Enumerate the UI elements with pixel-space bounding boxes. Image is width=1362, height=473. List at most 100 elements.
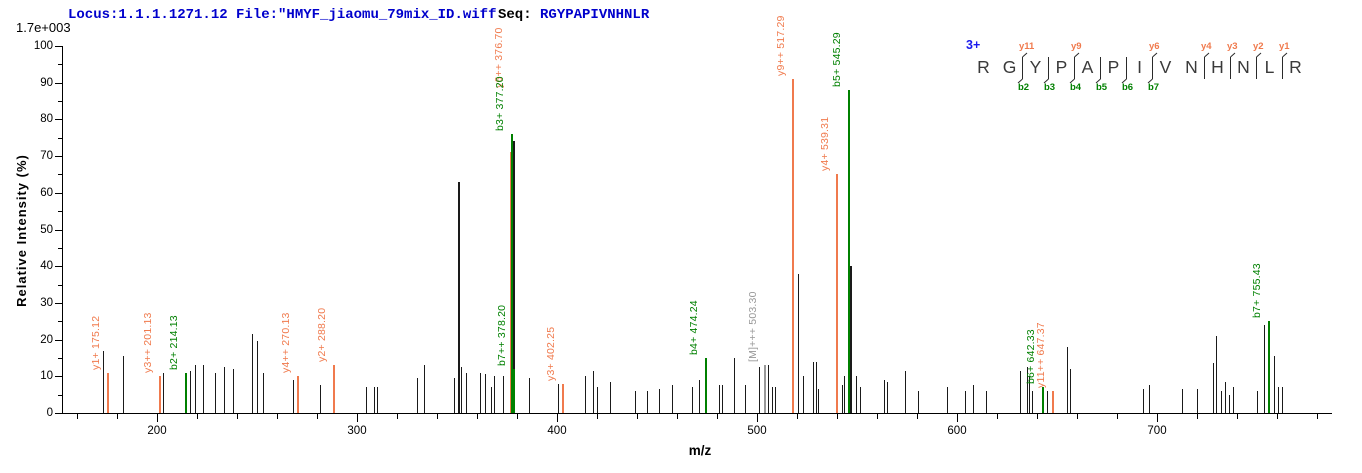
cleavage-mark-icon — [1230, 52, 1236, 79]
x-tick — [1237, 414, 1238, 419]
residue-letter: N — [1185, 57, 1198, 77]
x-tick — [197, 414, 198, 419]
peak-label-y-ions: y2+ 288.20 — [316, 308, 328, 363]
residue-letter: V — [1159, 57, 1172, 77]
b-ion-mark-label: b3 — [1044, 82, 1056, 93]
peak-line-unassigned — [1278, 387, 1279, 413]
peak-line-unassigned — [1149, 385, 1150, 413]
y-tick — [55, 82, 62, 84]
cleavage-gap: y6 b7 — [1147, 41, 1160, 93]
y-tick — [55, 302, 62, 304]
peak-label-y-ions: y3+ 402.25 — [545, 326, 557, 381]
peak-label-precursor: [M]+++ 503.30 — [747, 291, 759, 363]
residue-letter: H — [1211, 57, 1224, 77]
peak-label-y-ions: y1+ 175.12 — [90, 315, 102, 370]
x-tick-label: 600 — [947, 425, 967, 437]
y-ion-mark-label: y3 — [1227, 41, 1238, 52]
peak-line-unassigned — [293, 379, 294, 413]
y-tick-label: 80 — [40, 113, 53, 126]
peak-line-unassigned — [659, 389, 660, 413]
peak-line-unassigned — [842, 385, 843, 413]
peak-line-unassigned — [585, 376, 586, 413]
peak-line-unassigned — [485, 374, 486, 413]
cleavage-gap: b6 — [1121, 54, 1133, 93]
x-tick — [517, 414, 518, 419]
peak-line-unassigned — [320, 385, 321, 413]
peak-line-b-ions — [513, 368, 515, 413]
peak-line-y-ions — [297, 376, 299, 413]
cleavage-gap: y2 — [1251, 41, 1264, 80]
peak-line-unassigned — [759, 367, 760, 413]
peak-line-unassigned — [417, 378, 418, 413]
peak-line-unassigned — [123, 356, 124, 413]
x-tick — [637, 414, 638, 419]
x-tick — [877, 414, 878, 419]
y-tick — [55, 229, 62, 231]
peak-line-b-ions — [185, 372, 187, 413]
cleavage-gap: y9 b4 — [1069, 41, 1082, 93]
x-tick-label: 400 — [547, 425, 567, 437]
residue-letter: Y — [1029, 57, 1042, 77]
x-tick — [397, 414, 398, 419]
peak-line-unassigned — [215, 372, 216, 413]
residue-letter: R — [1289, 57, 1302, 77]
b-ion-mark-label: b6 — [1122, 82, 1134, 93]
peak-line-unassigned — [1257, 390, 1258, 413]
peak-line-unassigned — [224, 367, 225, 413]
peak-line-unassigned — [597, 387, 598, 413]
x-tick — [237, 414, 238, 419]
cleavage-gap — [1173, 54, 1184, 80]
peak-line-unassigned — [1027, 367, 1028, 413]
x-tick — [917, 414, 918, 419]
x-tick — [477, 414, 478, 419]
x-tick — [1037, 414, 1038, 419]
y-ion-mark-label: y2 — [1253, 41, 1264, 52]
sequence-header: Seq: RGYPAPIVNHNLR — [498, 7, 650, 24]
x-tick — [797, 414, 798, 419]
peak-line-unassigned — [768, 365, 769, 413]
y-tick — [58, 247, 62, 249]
precursor-charge-label: 3+ — [966, 38, 981, 52]
x-tick-label: 300 — [347, 425, 367, 437]
peak-line-unassigned — [860, 387, 861, 413]
peak-line-unassigned — [1225, 381, 1226, 413]
peak-line-unassigned — [1070, 368, 1071, 413]
peak-line-unassigned — [973, 385, 974, 413]
residue-letter: P — [1055, 57, 1068, 77]
y-tick-label: 0 — [46, 407, 53, 419]
peak-line-unassigned — [233, 368, 234, 413]
peak-line-b-ions — [705, 357, 707, 413]
x-tick — [1277, 414, 1278, 419]
residue-letter: R — [977, 57, 990, 77]
peak-label-y-ions: y3++ 201.13 — [142, 312, 154, 374]
y-tick — [58, 357, 62, 359]
y-tick — [58, 284, 62, 286]
peak-line-unassigned — [803, 376, 804, 413]
x-tick — [357, 414, 358, 422]
cleavage-gap: y1 — [1277, 41, 1290, 80]
peak-line-unassigned — [816, 361, 817, 413]
peak-line-unassigned — [772, 387, 773, 413]
peak-line-unassigned — [1233, 387, 1234, 413]
y-tick — [55, 46, 62, 47]
y-tick-label: 10 — [40, 370, 53, 383]
cleavage-mark-icon — [1147, 52, 1158, 84]
cleavage-gap: y4 — [1199, 41, 1212, 80]
peak-line-b-ions — [1042, 387, 1044, 413]
y-tick — [55, 266, 62, 268]
peak-label-b-ions: b3+ 377.20 — [494, 76, 506, 132]
y-tick — [55, 119, 62, 121]
peak-line-unassigned — [947, 387, 948, 413]
peak-line-unassigned — [195, 365, 196, 413]
y-tick — [58, 137, 62, 139]
peak-line-unassigned — [775, 387, 776, 413]
peak-line-unassigned — [1221, 390, 1222, 413]
peak-line-unassigned — [454, 378, 455, 413]
y-tick-label: 50 — [40, 223, 53, 236]
b-ion-mark-label: b5 — [1096, 82, 1108, 93]
x-tick — [77, 414, 78, 419]
cleavage-gap: b5 — [1095, 54, 1107, 93]
base-peak-intensity-label: 1.7e+003 — [16, 20, 71, 35]
y-tick-label: 100 — [33, 40, 53, 52]
